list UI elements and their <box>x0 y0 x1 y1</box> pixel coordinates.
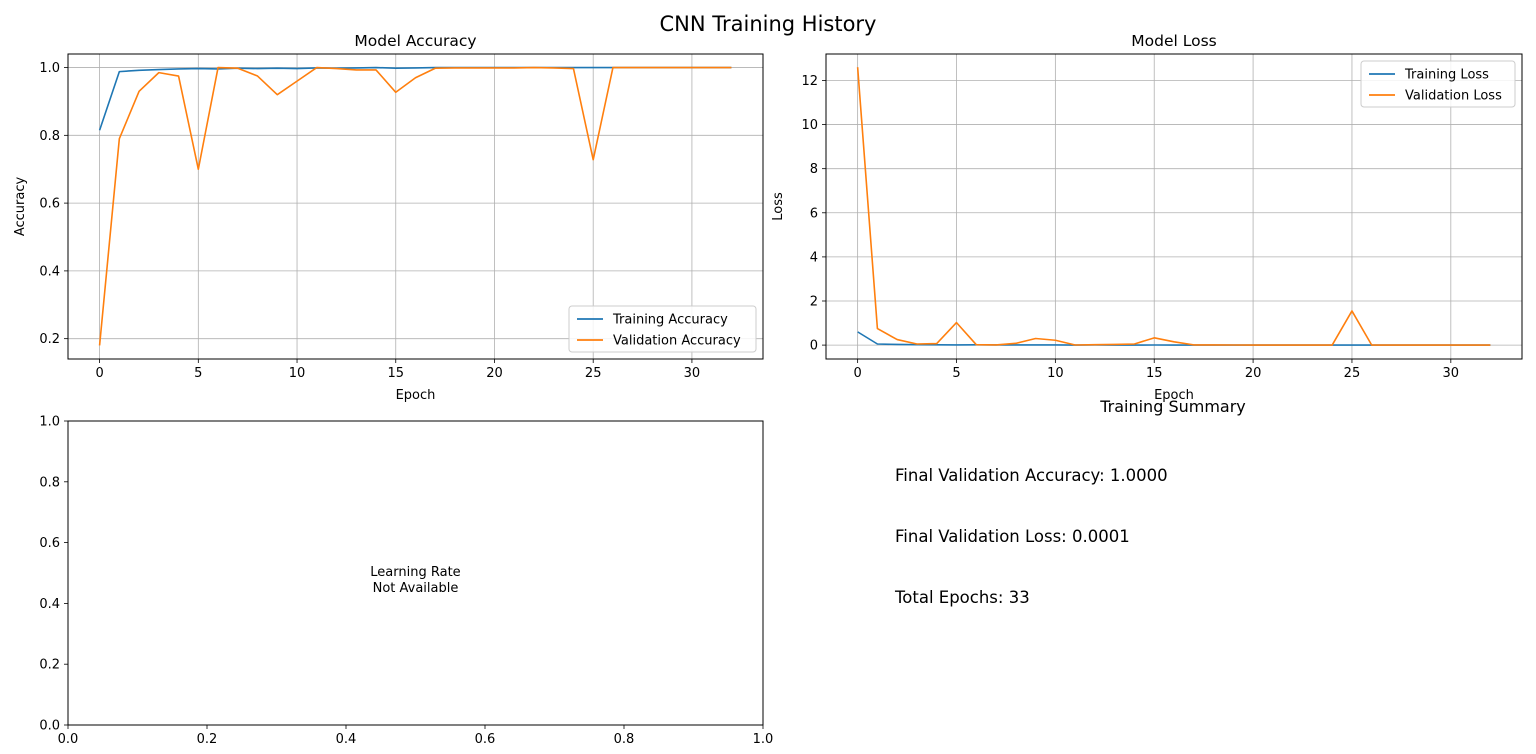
training-summary-panel: Training Summary Final Validation Accura… <box>894 397 1246 607</box>
loss-chart: 0 5 10 15 20 25 30 0 2 4 6 8 10 12 Model Loss Epoch Loss… <box>771 32 1523 403</box>
x-tick-label: 0.6 <box>475 732 496 747</box>
chart-title: Model Loss <box>1131 32 1216 50</box>
x-tick-label: 1.0 <box>753 732 774 747</box>
x-axis-label: Epoch <box>396 388 436 403</box>
x-tick-label: 5 <box>194 366 202 381</box>
panel-annotation-line: Learning Rate <box>370 565 460 580</box>
legend-box <box>568 305 757 353</box>
x-tick-label: 0 <box>95 366 103 381</box>
y-tick-label: 0.6 <box>39 197 60 212</box>
x-tick-label: 5 <box>952 366 960 381</box>
x-tick-label: 0.4 <box>336 732 357 747</box>
y-tick-label: 0.2 <box>39 332 60 347</box>
y-tick-label: 0.4 <box>39 264 60 279</box>
legend: Training Loss Validation Loss <box>1360 60 1516 108</box>
y-axis-label: Loss <box>771 192 786 221</box>
y-tick-label: 10 <box>801 118 818 133</box>
summary-final-val-accuracy: Final Validation Accuracy: 1.0000 <box>895 466 1168 485</box>
axes-frame <box>825 53 1523 360</box>
x-tick-label: 10 <box>289 366 306 381</box>
legend-label: Validation Loss <box>1405 89 1502 104</box>
y-tick-label: 0.8 <box>39 129 60 144</box>
legend-label: Validation Accuracy <box>613 334 741 349</box>
x-tick-label: 25 <box>585 366 602 381</box>
series-line-training-loss <box>857 331 1491 346</box>
x-tick-label: 0.0 <box>58 732 79 747</box>
summary-final-val-loss: Final Validation Loss: 0.0001 <box>895 527 1130 546</box>
x-tick-label: 15 <box>1146 366 1163 381</box>
x-tick-label: 0.2 <box>197 732 218 747</box>
y-tick-label: 2 <box>810 294 818 309</box>
chart-title: Model Accuracy <box>354 32 476 50</box>
axes-frame <box>67 53 764 360</box>
learning-rate-chart: 0.0 0.2 0.4 0.6 0.8 1.0 0.0 0.2 0.4 0.6 0.8 1.0 Lear… <box>39 415 773 748</box>
figure-title: CNN Training History <box>659 12 876 36</box>
panel-annotation-line: Not Available <box>373 581 459 596</box>
series-line-validation-loss <box>856 67 1491 346</box>
x-tick-label: 30 <box>684 366 701 381</box>
y-tick-label: 0.4 <box>39 597 60 612</box>
y-tick-label: 6 <box>810 206 818 221</box>
y-tick-label: 8 <box>810 162 818 177</box>
y-tick-label: 1.0 <box>39 415 60 430</box>
legend-box <box>1360 60 1516 108</box>
y-tick-label: 1.0 <box>39 61 60 76</box>
legend: Training Accuracy Validation Accuracy <box>568 305 757 353</box>
x-tick-label: 30 <box>1443 366 1460 381</box>
legend-label: Training Loss <box>1404 68 1489 83</box>
series-line-validation-accuracy <box>98 66 732 346</box>
x-tick-label: 25 <box>1344 366 1361 381</box>
x-tick-label: 15 <box>387 366 404 381</box>
axes-frame <box>67 420 764 726</box>
x-tick-label: 0 <box>853 366 861 381</box>
x-tick-label: 20 <box>486 366 503 381</box>
x-tick-label: 10 <box>1047 366 1064 381</box>
y-tick-label: 0.8 <box>39 475 60 490</box>
y-tick-label: 12 <box>801 74 818 89</box>
y-tick-label: 0.0 <box>39 719 60 734</box>
accuracy-chart: 0 5 10 15 20 25 30 0.2 0.4 0.6 0.8 1.0 Model Accurac… <box>13 32 764 403</box>
y-tick-label: 4 <box>810 250 818 265</box>
x-tick-label: 0.8 <box>614 732 635 747</box>
x-tick-label: 20 <box>1245 366 1262 381</box>
legend-label: Training Accuracy <box>612 313 728 328</box>
summary-total-epochs: Total Epochs: 33 <box>894 588 1030 607</box>
x-axis-label: Epoch <box>1154 388 1194 403</box>
y-tick-label: 0.2 <box>39 658 60 673</box>
summary-title: Training Summary <box>1099 397 1246 416</box>
y-tick-label: 0 <box>810 339 818 354</box>
y-axis-label: Accuracy <box>13 177 28 237</box>
y-tick-label: 0.6 <box>39 536 60 551</box>
